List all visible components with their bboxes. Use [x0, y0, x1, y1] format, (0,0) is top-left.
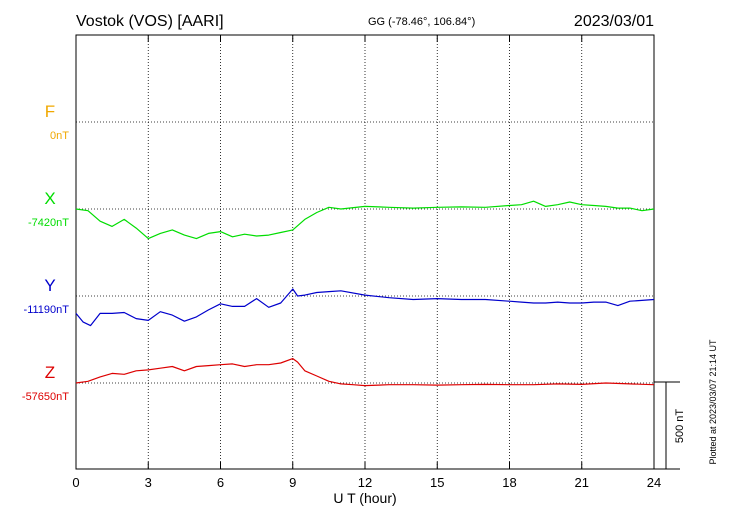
- station-title: Vostok (VOS) [AARI]: [76, 13, 224, 30]
- x-tick-label: 18: [502, 475, 516, 490]
- series-baseline-z: -57650nT: [22, 391, 69, 403]
- series-name-x: X: [44, 189, 55, 208]
- series-line-x: [75, 200, 655, 240]
- coordinates-label: GG (-78.46°, 106.84°): [368, 16, 475, 28]
- series-labels: F 0nT X -7420nT Y -11190nT Z -57650nT: [22, 102, 69, 403]
- series-baseline-f: 0nT: [50, 130, 69, 142]
- x-tick-label: 12: [358, 475, 372, 490]
- series-lines: [75, 200, 655, 387]
- scale-bar-label: 500 nT: [674, 409, 686, 444]
- series-baseline-y: -11190nT: [24, 304, 70, 316]
- x-tick-label: 0: [72, 475, 79, 490]
- date-label: 2023/03/01: [574, 13, 654, 30]
- x-tick-label: 3: [145, 475, 152, 490]
- x-tick-label: 15: [430, 475, 444, 490]
- x-axis-ticks: 0 3 6 9 12 15 18 21 24: [72, 35, 661, 490]
- series-line-z: [75, 358, 655, 387]
- x-axis-label: U T (hour): [333, 490, 396, 506]
- series-name-y: Y: [44, 276, 55, 295]
- x-tick-label: 21: [575, 475, 589, 490]
- series-name-z: Z: [45, 363, 55, 382]
- grid-lines: [76, 35, 654, 469]
- plotted-timestamp: Plotted at 2023/03/07 21:14 UT: [708, 339, 718, 465]
- series-name-f: F: [45, 102, 55, 121]
- x-tick-label: 6: [217, 475, 224, 490]
- x-tick-label: 24: [647, 475, 661, 490]
- series-baseline-x: -7420nT: [28, 217, 69, 229]
- x-tick-label: 9: [289, 475, 296, 490]
- series-line-y: [75, 288, 655, 327]
